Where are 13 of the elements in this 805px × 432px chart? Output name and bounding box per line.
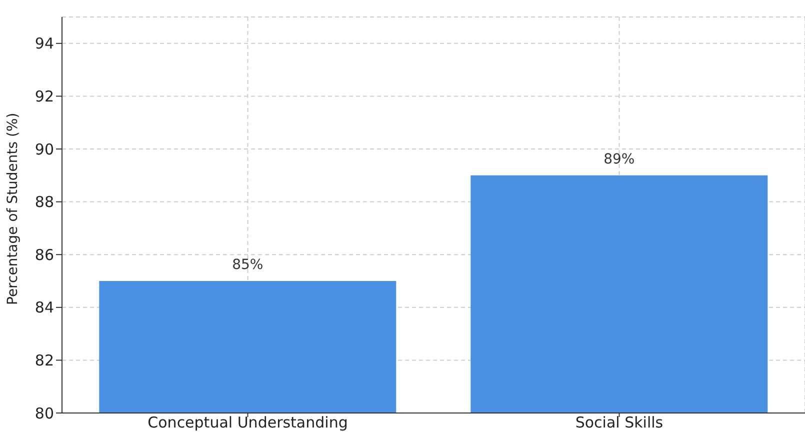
y-tick-label: 82 bbox=[34, 352, 54, 370]
x-tick-label: Conceptual Understanding bbox=[148, 414, 348, 432]
data-label: 85% bbox=[232, 257, 264, 273]
y-tick-label: 80 bbox=[34, 404, 54, 422]
y-axis-title: Percentage of Students (%) bbox=[4, 112, 21, 305]
y-tick-label: 92 bbox=[34, 88, 54, 106]
data-label: 89% bbox=[604, 151, 635, 168]
x-tick-label: Social Skills bbox=[575, 414, 664, 432]
y-tick-label: 94 bbox=[34, 34, 54, 53]
y-tick-label: 90 bbox=[34, 140, 54, 158]
y-tick-label: 88 bbox=[34, 193, 54, 212]
y-tick-label: 86 bbox=[34, 246, 54, 264]
y-tick-label: 84 bbox=[34, 298, 54, 317]
